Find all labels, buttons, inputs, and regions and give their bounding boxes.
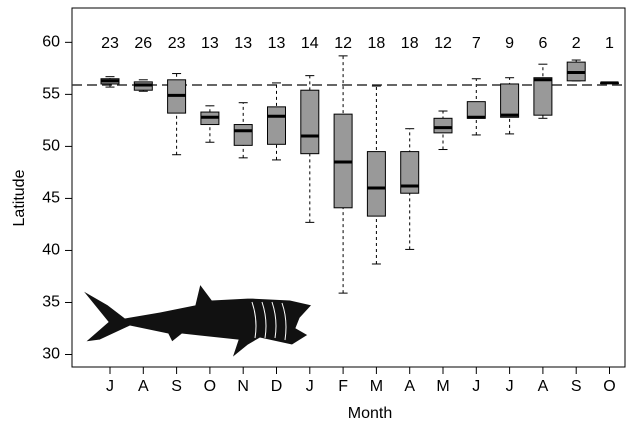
x-tick-label: M [370, 378, 383, 395]
count-label: 12 [334, 35, 352, 52]
count-label: 18 [401, 35, 419, 52]
x-tick-label: D [271, 378, 283, 395]
box [268, 107, 286, 144]
x-tick-label: F [338, 378, 348, 395]
count-label: 18 [368, 35, 386, 52]
x-tick-label: A [538, 378, 549, 395]
x-axis-label: Month [348, 405, 392, 422]
x-tick-label: O [603, 378, 615, 395]
box [534, 78, 552, 115]
x-tick-label: N [237, 378, 249, 395]
count-label: 6 [538, 35, 547, 52]
count-label: 12 [434, 35, 452, 52]
x-tick-label: J [306, 378, 314, 395]
count-label: 7 [472, 35, 481, 52]
box [301, 90, 319, 153]
x-tick-label: J [106, 378, 114, 395]
box [434, 118, 452, 133]
y-tick-label: 45 [42, 190, 60, 207]
y-tick-label: 50 [42, 138, 60, 155]
y-tick-label: 40 [42, 242, 60, 259]
shark-illustration [82, 284, 312, 358]
box [501, 84, 519, 117]
count-label: 13 [234, 35, 252, 52]
count-label: 1 [605, 35, 614, 52]
x-tick-label: A [138, 378, 149, 395]
x-tick-label: S [171, 378, 182, 395]
x-tick-label: S [571, 378, 582, 395]
x-tick-label: M [436, 378, 449, 395]
box [367, 152, 385, 217]
y-tick-label: 35 [42, 294, 60, 311]
chart: Month Latitude 30354045505560J23A26S23O1… [0, 0, 638, 429]
x-tick-label: J [506, 378, 514, 395]
count-label: 26 [134, 35, 152, 52]
count-label: 13 [201, 35, 219, 52]
count-label: 2 [572, 35, 581, 52]
y-tick-label: 30 [42, 346, 60, 363]
count-label: 14 [301, 35, 319, 52]
count-label: 23 [101, 35, 119, 52]
count-label: 9 [505, 35, 514, 52]
x-tick-label: O [204, 378, 216, 395]
y-axis-label: Latitude [11, 169, 28, 226]
count-label: 23 [168, 35, 186, 52]
y-tick-label: 55 [42, 86, 60, 103]
count-label: 13 [268, 35, 286, 52]
x-tick-label: J [472, 378, 480, 395]
x-tick-label: A [404, 378, 415, 395]
y-tick-label: 60 [42, 34, 60, 51]
box [234, 125, 252, 146]
